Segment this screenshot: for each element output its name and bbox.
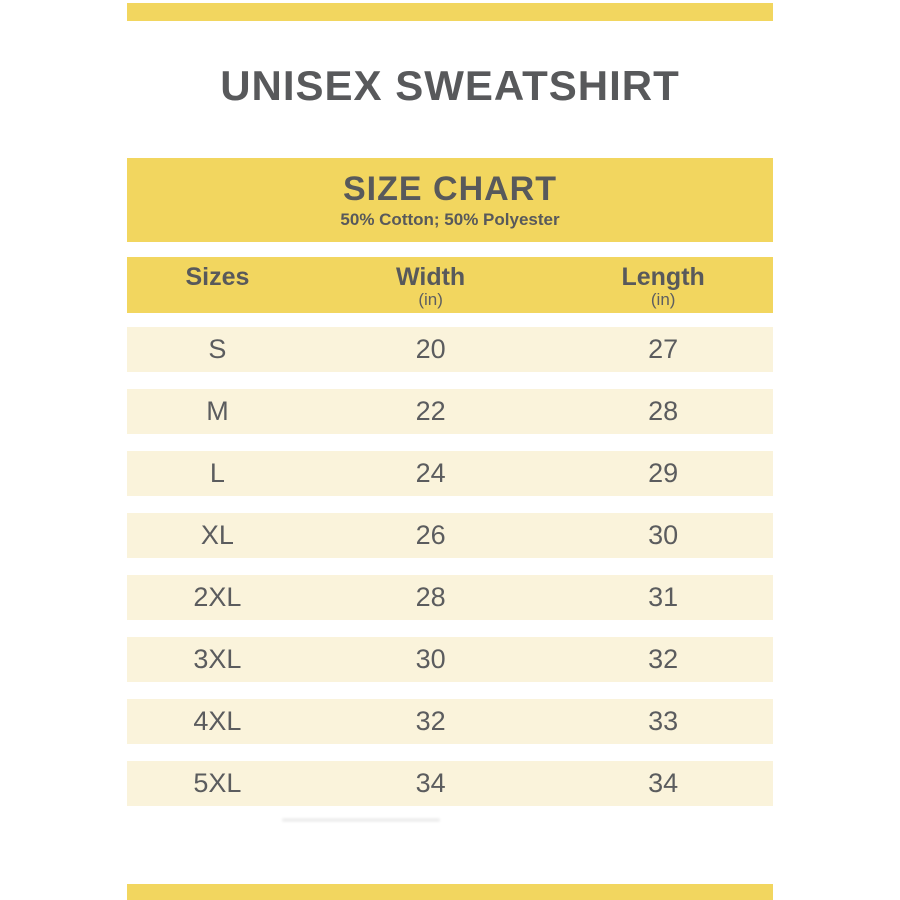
table-row: XL 26 30 (127, 513, 773, 558)
size-cell: S (208, 334, 227, 364)
table-header-row: Sizes Width (in) Length (in) (127, 257, 773, 313)
smudge-artifact (282, 818, 440, 822)
width-cell: 22 (415, 396, 446, 426)
top-accent-bar (127, 3, 773, 21)
width-cell: 34 (415, 768, 446, 798)
material-composition: 50% Cotton; 50% Polyester (340, 210, 560, 229)
width-cell: 32 (415, 706, 446, 736)
table-row: 5XL 34 34 (127, 761, 773, 806)
column-unit: (in) (418, 290, 443, 309)
width-cell: 26 (415, 520, 446, 550)
column-label: Sizes (185, 263, 250, 291)
width-cell: 30 (415, 644, 446, 674)
page-title: UNISEX SWEATSHIRT (220, 62, 680, 109)
table-row: 3XL 30 32 (127, 637, 773, 682)
table-row: L 24 29 (127, 451, 773, 496)
width-cell: 20 (415, 334, 446, 364)
size-cell: L (209, 458, 225, 488)
size-cell: M (206, 396, 229, 426)
table-row: 2XL 28 31 (127, 575, 773, 620)
width-cell: 24 (415, 458, 446, 488)
length-cell: 34 (648, 768, 679, 798)
size-cell: 5XL (193, 768, 242, 798)
size-chart-header: SIZE CHART 50% Cotton; 50% Polyester (127, 158, 773, 242)
size-cell: XL (200, 520, 234, 550)
table-body: S 20 27 M 22 28 L 24 29 XL 26 30 2XL 28 … (127, 327, 773, 823)
table-row: S 20 27 (127, 327, 773, 372)
length-cell: 32 (648, 644, 679, 674)
length-cell: 33 (648, 706, 679, 736)
column-unit: (in) (650, 290, 676, 309)
length-cell: 30 (648, 520, 679, 550)
table-row: 4XL 32 33 (127, 699, 773, 744)
column-header-length: Length (in) (553, 257, 773, 313)
column-header-sizes: Sizes (127, 257, 308, 313)
column-header-width: Width (in) (308, 257, 553, 313)
length-cell: 28 (648, 396, 679, 426)
width-cell: 28 (415, 582, 446, 612)
size-cell: 2XL (193, 582, 242, 612)
size-chart-title: SIZE CHART (343, 170, 557, 208)
size-cell: 3XL (193, 644, 242, 674)
bottom-accent-bar (127, 884, 773, 900)
length-cell: 27 (648, 334, 679, 364)
column-label: Length (621, 263, 705, 291)
size-cell: 4XL (193, 706, 242, 736)
length-cell: 31 (648, 582, 679, 612)
table-row: M 22 28 (127, 389, 773, 434)
column-label: Width (396, 263, 466, 291)
length-cell: 29 (648, 458, 679, 488)
